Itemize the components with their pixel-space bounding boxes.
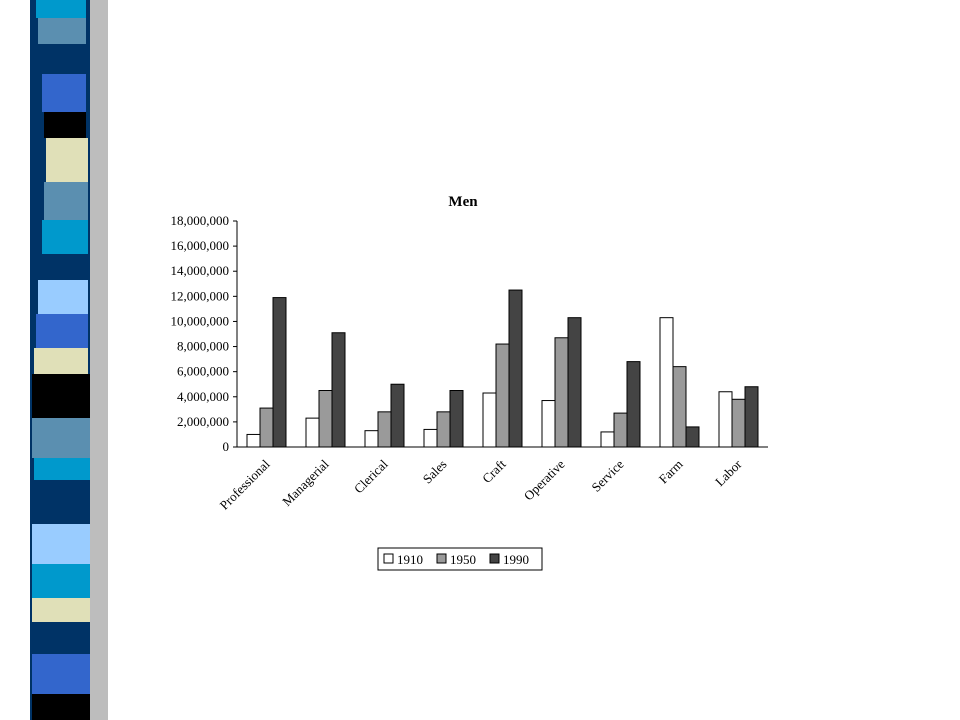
bar: [364, 430, 379, 448]
x-tick-label: Service: [588, 456, 626, 494]
y-tick-label: 16,000,000: [171, 238, 230, 253]
y-tick-label: 6,000,000: [177, 364, 229, 379]
decorative-stripe: [30, 0, 108, 720]
bar: [390, 383, 405, 448]
bar: [567, 317, 582, 448]
bar: [508, 289, 523, 448]
bar: [600, 431, 615, 448]
y-tick-label: 10,000,000: [171, 313, 230, 328]
x-tick-label: Labor: [712, 456, 745, 489]
bar: [626, 361, 641, 448]
y-tick-label: 0: [223, 439, 230, 454]
legend-label: 1910: [397, 552, 423, 567]
x-tick-label: Clerical: [351, 456, 391, 496]
bar: [482, 392, 497, 448]
chart-title: Men: [448, 194, 478, 210]
x-tick-label: Operative: [521, 456, 568, 503]
legend-label: 1950: [450, 552, 476, 567]
bar: [449, 390, 464, 448]
legend: 1910 1950 1990: [377, 547, 543, 571]
bar: [541, 400, 556, 448]
bar: [659, 317, 674, 448]
x-tick-label: Craft: [479, 456, 509, 486]
y-tick-label: 8,000,000: [177, 339, 229, 354]
x-tick-label: Managerial: [279, 456, 332, 509]
y-tick-label: 14,000,000: [171, 263, 230, 278]
bar: [331, 332, 346, 448]
bar: [613, 412, 628, 448]
bar: [731, 398, 746, 448]
legend-label: 1990: [503, 552, 529, 567]
bar: [423, 428, 438, 448]
x-tick-label: Farm: [656, 457, 686, 487]
y-tick-label: 2,000,000: [177, 414, 229, 429]
bar: [305, 417, 320, 448]
bar: [718, 391, 733, 448]
bar: [554, 337, 569, 448]
bar: [246, 433, 261, 448]
y-tick-label: 4,000,000: [177, 389, 229, 404]
x-tick-label: Professional: [217, 456, 273, 512]
bar: [495, 343, 510, 448]
y-tick-label: 12,000,000: [171, 288, 230, 303]
legend-box: [377, 547, 543, 571]
x-tick-label: Sales: [420, 457, 450, 487]
bar: [436, 411, 451, 448]
bar: [259, 407, 274, 448]
bar: [744, 386, 759, 448]
bar: [672, 366, 687, 448]
legend-swatch: [489, 553, 500, 564]
bar: [318, 390, 333, 448]
bar: [272, 297, 287, 448]
bar: [377, 411, 392, 448]
legend-swatch: [383, 553, 394, 564]
bar: [685, 426, 700, 448]
y-tick-label: 18,000,000: [171, 213, 230, 228]
legend-swatch: [436, 553, 447, 564]
